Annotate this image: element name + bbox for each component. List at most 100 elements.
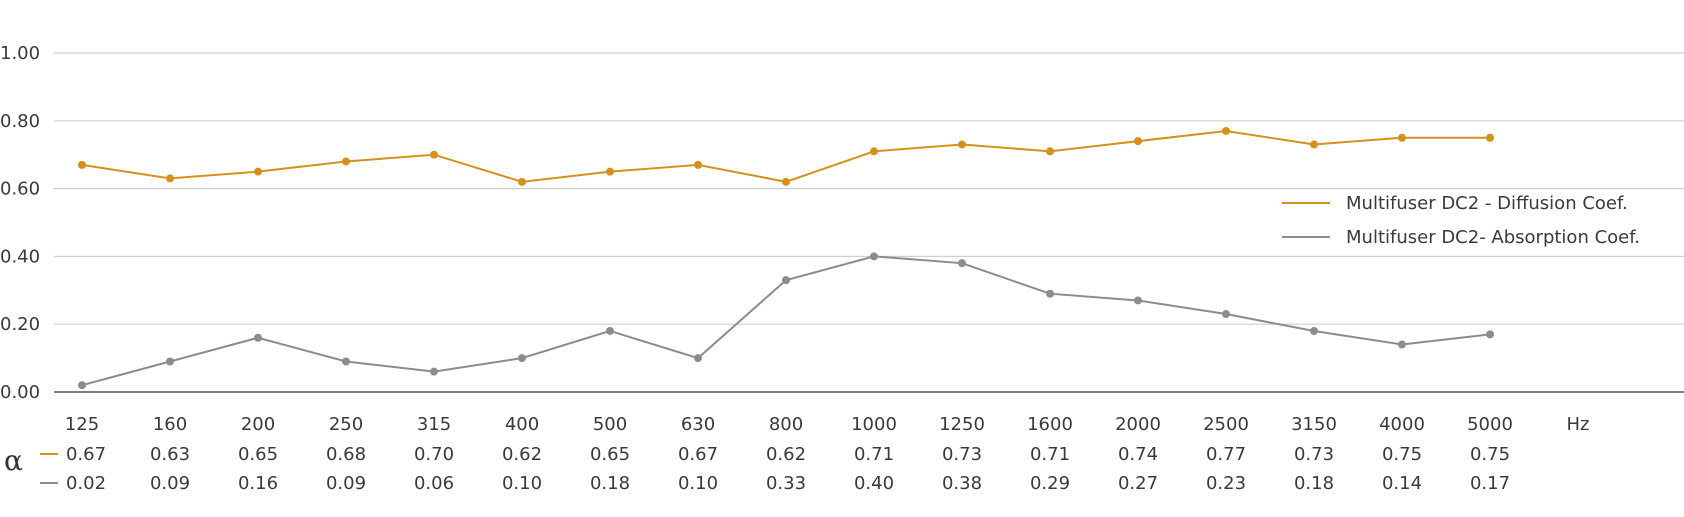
y-tick-label: 0.00 <box>0 382 40 403</box>
data-point <box>1486 330 1494 339</box>
table-value: 0.63 <box>150 444 190 465</box>
alpha-symbol: α <box>4 444 23 477</box>
data-point <box>342 157 350 166</box>
x-axis-ticks: 125 160 200 250 315 400 500 630 800 1000 1250 1600 2… <box>65 414 1513 435</box>
series-line-1 <box>81 255 1491 387</box>
x-tick-label: 315 <box>417 414 451 435</box>
table-value: 0.65 <box>590 444 630 465</box>
table-value: 0.77 <box>1206 444 1246 465</box>
table-value: 0.02 <box>66 473 106 494</box>
x-tick-label: 500 <box>593 414 627 435</box>
data-point <box>1134 137 1142 146</box>
x-tick-label: 2000 <box>1115 414 1161 435</box>
data-point <box>606 167 614 176</box>
table-value: 0.10 <box>678 473 718 494</box>
data-point <box>518 354 526 363</box>
y-tick-label: 1.00 <box>0 43 40 64</box>
x-tick-label: 3150 <box>1291 414 1337 435</box>
table-value: 0.73 <box>942 444 982 465</box>
data-point <box>1398 133 1406 142</box>
x-tick-label: 400 <box>505 414 539 435</box>
data-point <box>782 276 790 285</box>
table-value: 0.75 <box>1382 444 1422 465</box>
y-tick-label: 0.20 <box>0 314 40 335</box>
data-point <box>1398 340 1406 349</box>
table-value: 0.73 <box>1294 444 1334 465</box>
data-point <box>1046 289 1054 298</box>
data-point <box>958 140 966 149</box>
data-point <box>958 259 966 268</box>
data-point <box>1134 296 1142 305</box>
table-value: 0.38 <box>942 473 982 494</box>
y-tick-label: 0.60 <box>0 179 40 200</box>
table-value: 0.09 <box>150 473 190 494</box>
x-tick-label: 1600 <box>1027 414 1073 435</box>
data-point <box>870 252 878 261</box>
table-value: 0.62 <box>502 444 542 465</box>
data-point <box>694 354 702 363</box>
table-value: 0.71 <box>854 444 894 465</box>
table-value: 0.68 <box>326 444 366 465</box>
data-point <box>166 357 174 366</box>
table-value: 0.17 <box>1470 473 1510 494</box>
table-value: 0.29 <box>1030 473 1070 494</box>
data-point <box>1222 126 1230 135</box>
x-tick-label: 200 <box>241 414 275 435</box>
data-point <box>254 167 262 176</box>
x-tick-label: 4000 <box>1379 414 1425 435</box>
table-value: 0.67 <box>678 444 718 465</box>
legend: Multifuser DC2 - Diffusion Coef. Multifus… <box>1282 193 1640 248</box>
data-point <box>1046 147 1054 156</box>
series-line-0 <box>81 129 1490 183</box>
table-value: 0.18 <box>1294 473 1334 494</box>
table-value: 0.18 <box>590 473 630 494</box>
table-value: 0.75 <box>1470 444 1510 465</box>
table-value: 0.09 <box>326 473 366 494</box>
table-value: 0.67 <box>66 444 106 465</box>
data-point <box>430 367 438 376</box>
series-lines <box>78 126 1494 390</box>
data-point <box>1222 310 1230 319</box>
legend-label: Multifuser DC2- Absorption Coef. <box>1346 227 1640 248</box>
y-tick-label: 0.40 <box>0 246 40 267</box>
table-value: 0.74 <box>1118 444 1158 465</box>
y-tick-label: 0.80 <box>0 111 40 132</box>
table-value: 0.70 <box>414 444 454 465</box>
table-value: 0.16 <box>238 473 278 494</box>
x-tick-label: 1250 <box>939 414 985 435</box>
x-tick-label: 125 <box>65 414 99 435</box>
table-value: 0.62 <box>766 444 806 465</box>
table-value: 0.40 <box>854 473 894 494</box>
x-axis-unit: Hz <box>1567 414 1590 435</box>
table-value: 0.23 <box>1206 473 1246 494</box>
x-tick-label: 630 <box>681 414 715 435</box>
values-table: 0.67 0.63 0.65 0.68 0.70 0.62 0.65 0.67 0.62 0.71… <box>40 444 1510 494</box>
y-axis-ticks: 0.00 0.20 0.40 0.60 0.80 1.00 <box>0 43 40 403</box>
data-point <box>1310 140 1318 149</box>
data-point <box>1310 326 1318 335</box>
data-point <box>166 174 174 183</box>
data-point <box>870 147 878 156</box>
table-value: 0.33 <box>766 473 806 494</box>
x-tick-label: 160 <box>153 414 187 435</box>
x-tick-label: 250 <box>329 414 363 435</box>
table-value: 0.06 <box>414 473 454 494</box>
data-point <box>782 177 790 186</box>
x-tick-label: 800 <box>769 414 803 435</box>
data-point <box>518 177 526 186</box>
table-value: 0.14 <box>1382 473 1422 494</box>
table-value: 0.10 <box>502 473 542 494</box>
data-point <box>430 150 438 159</box>
table-value: 0.27 <box>1118 473 1158 494</box>
data-point <box>78 381 86 390</box>
x-tick-label: 5000 <box>1467 414 1513 435</box>
grid-lines <box>54 52 1684 393</box>
data-point <box>342 357 350 366</box>
x-tick-label: 2500 <box>1203 414 1249 435</box>
legend-label: Multifuser DC2 - Diffusion Coef. <box>1346 193 1628 214</box>
data-point <box>606 326 614 335</box>
table-value: 0.65 <box>238 444 278 465</box>
data-point <box>254 333 262 342</box>
data-point <box>1486 133 1494 142</box>
